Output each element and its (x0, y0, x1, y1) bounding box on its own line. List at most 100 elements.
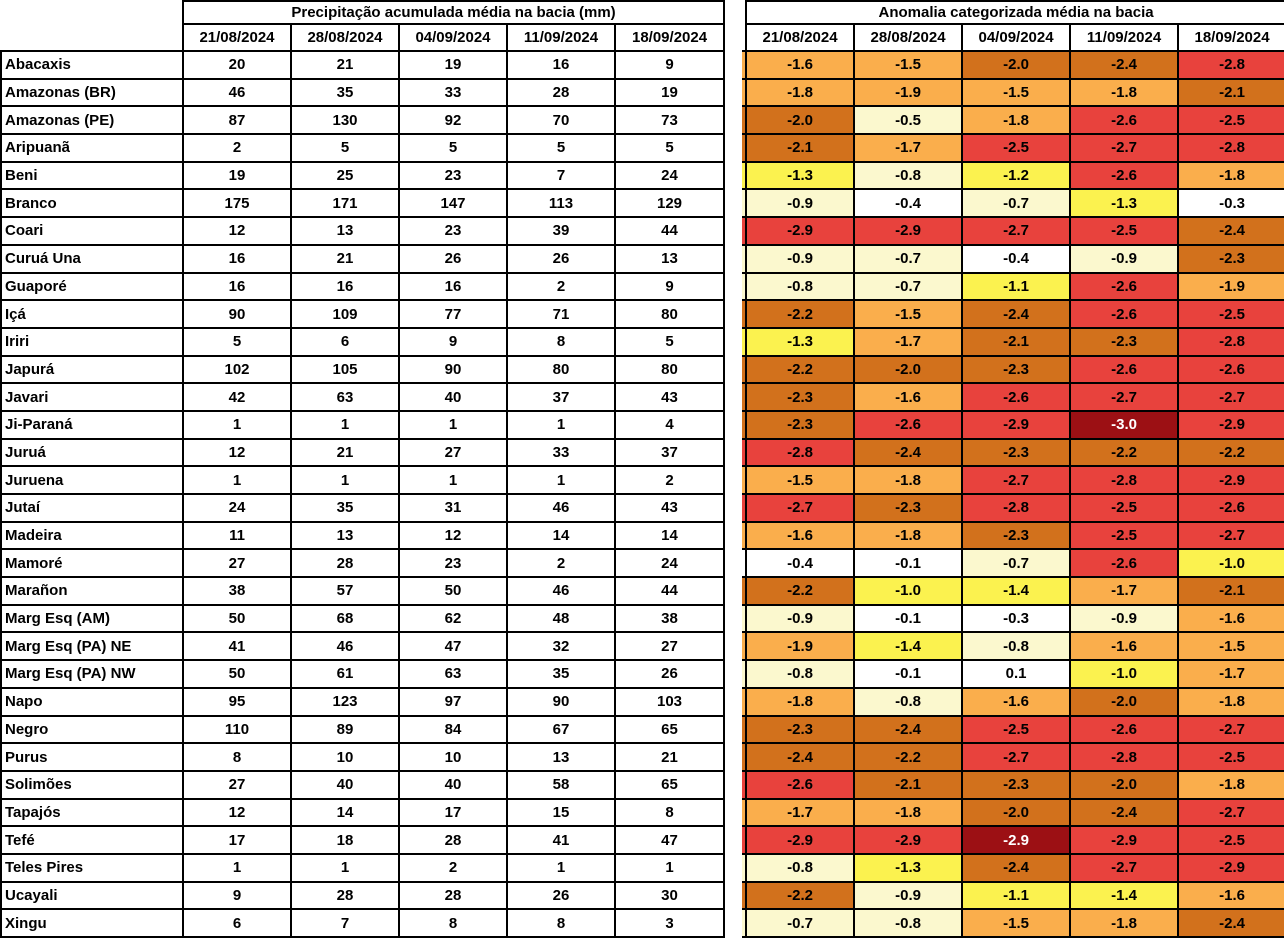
anomaly-cell: -1.0 (1177, 548, 1284, 579)
basin-label: Juruena (0, 465, 184, 495)
anomaly-cell: -2.6 (1069, 548, 1180, 579)
anomaly-cell: -1.7 (853, 326, 964, 357)
precip-cell: 23 (398, 548, 508, 579)
anomaly-cell: -2.9 (853, 216, 964, 246)
anomaly-date-header-row: 21/08/2024 28/08/2024 04/09/2024 11/09/2… (742, 23, 1284, 52)
basin-label: Beni (0, 160, 184, 191)
anomaly-cell: -2.0 (961, 50, 1072, 80)
anomaly-cell: -1.8 (961, 105, 1072, 136)
anomaly-cell: -2.8 (1177, 50, 1284, 80)
anomaly-cell: -1.2 (961, 160, 1072, 191)
anomaly-cell: -1.8 (1069, 77, 1180, 108)
precip-cell: 63 (398, 659, 508, 689)
table-row: -2.4 -2.2 -2.7 -2.8 -2.5 (742, 742, 1284, 772)
table-row: Guaporé 16 16 16 2 9 (0, 271, 726, 302)
anomaly-cell: -2.9 (745, 216, 856, 246)
anomaly-cell: -2.9 (1069, 825, 1180, 855)
anomaly-cell: -2.5 (1069, 216, 1180, 246)
row-color-bleed (742, 326, 748, 357)
bleed-spacer (742, 1, 747, 51)
anomaly-cell: -2.6 (961, 382, 1072, 412)
precip-cell: 46 (506, 576, 616, 606)
basin-label: Branco (0, 188, 184, 219)
precip-cell: 42 (182, 382, 292, 412)
anomaly-cell: -1.3 (745, 326, 856, 357)
anomaly-cell: -0.9 (745, 188, 856, 219)
row-color-bleed (742, 77, 748, 108)
precip-cell: 1 (182, 465, 292, 495)
anomaly-cell: -2.6 (1069, 354, 1180, 385)
row-color-bleed (742, 299, 748, 329)
basin-label: Javari (0, 382, 184, 412)
table-row: -1.6 -1.8 -2.3 -2.5 -2.7 (742, 520, 1284, 551)
precip-cell: 8 (398, 908, 508, 938)
precip-cell: 14 (613, 520, 726, 551)
precip-cell: 21 (290, 50, 400, 80)
anomaly-cell: -2.7 (1177, 520, 1284, 551)
row-color-bleed (742, 382, 748, 412)
anomaly-cell: -1.5 (853, 50, 964, 80)
precip-cell: 8 (506, 326, 616, 357)
anomaly-cell: -2.7 (1069, 382, 1180, 412)
anomaly-cell: -2.4 (1177, 908, 1284, 938)
precip-cell: 9 (182, 880, 292, 911)
precip-cell: 3 (613, 908, 726, 938)
precip-cell: 175 (182, 188, 292, 219)
basin-label: Tefé (0, 825, 184, 855)
precip-cell: 37 (613, 437, 726, 468)
table-row: -2.2 -2.0 -2.3 -2.6 -2.6 (742, 354, 1284, 385)
table-row: Aripuanã 2 5 5 5 5 (0, 133, 726, 163)
table-row: -2.9 -2.9 -2.9 -2.9 -2.5 (742, 825, 1284, 855)
precip-cell: 1 (182, 852, 292, 883)
precip-cell: 73 (613, 105, 726, 136)
precip-cell: 35 (290, 77, 400, 108)
anomaly-cell: -2.6 (1069, 714, 1180, 745)
precip-cell: 19 (398, 50, 508, 80)
anomaly-cell: -1.0 (1069, 659, 1180, 689)
precip-cell: 35 (506, 659, 616, 689)
date-header: 28/08/2024 (853, 23, 964, 52)
precip-cell: 25 (290, 160, 400, 191)
table-row: Juruena 1 1 1 1 2 (0, 465, 726, 495)
anomaly-cell: -2.3 (745, 382, 856, 412)
basin-label: Jutaí (0, 493, 184, 523)
anomaly-cell: -2.4 (1177, 216, 1284, 246)
precip-cell: 14 (506, 520, 616, 551)
precip-cell: 10 (290, 742, 400, 772)
precip-cell: 2 (398, 852, 508, 883)
precip-cell: 30 (613, 880, 726, 911)
precip-cell: 47 (613, 825, 726, 855)
precip-cell: 102 (182, 354, 292, 385)
basin-label: Ji-Paraná (0, 409, 184, 440)
row-color-bleed (742, 409, 748, 440)
precip-cell: 12 (182, 216, 292, 246)
precip-cell: 50 (398, 576, 508, 606)
row-color-bleed (742, 520, 748, 551)
anomaly-cell: -0.3 (1177, 188, 1284, 219)
anomaly-cell: -2.7 (1069, 852, 1180, 883)
anomaly-cell: -1.4 (961, 576, 1072, 606)
anomaly-cell: -1.1 (961, 271, 1072, 302)
anomaly-cell: -2.8 (1069, 465, 1180, 495)
precip-cell: 10 (398, 742, 508, 772)
anomaly-cell: -0.7 (961, 548, 1072, 579)
precip-cell: 5 (290, 133, 400, 163)
precip-cell: 65 (613, 769, 726, 800)
precip-cell: 80 (506, 354, 616, 385)
precip-cell: 1 (182, 409, 292, 440)
table-row: -2.2 -1.5 -2.4 -2.6 -2.5 (742, 299, 1284, 329)
precip-cell: 6 (290, 326, 400, 357)
precip-cell: 28 (398, 825, 508, 855)
table-row: Mamoré 27 28 23 2 24 (0, 548, 726, 579)
precip-cell: 8 (613, 797, 726, 828)
precip-cell: 40 (398, 769, 508, 800)
anomaly-cell: -0.1 (853, 548, 964, 579)
basin-label: Coari (0, 216, 184, 246)
precip-cell: 38 (613, 603, 726, 634)
precip-cell: 92 (398, 105, 508, 136)
basin-label: Içá (0, 299, 184, 329)
table-row: Marg Esq (AM) 50 68 62 48 38 (0, 603, 726, 634)
precip-cell: 5 (506, 133, 616, 163)
anomaly-cell: -2.4 (853, 714, 964, 745)
anomaly-cell: -2.1 (745, 133, 856, 163)
